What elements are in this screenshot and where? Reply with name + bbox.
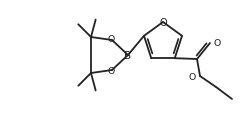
Text: B: B xyxy=(124,51,132,60)
Text: O: O xyxy=(189,72,196,81)
Text: O: O xyxy=(107,35,115,44)
Text: O: O xyxy=(107,67,115,76)
Text: O: O xyxy=(159,17,167,27)
Text: O: O xyxy=(214,39,221,48)
